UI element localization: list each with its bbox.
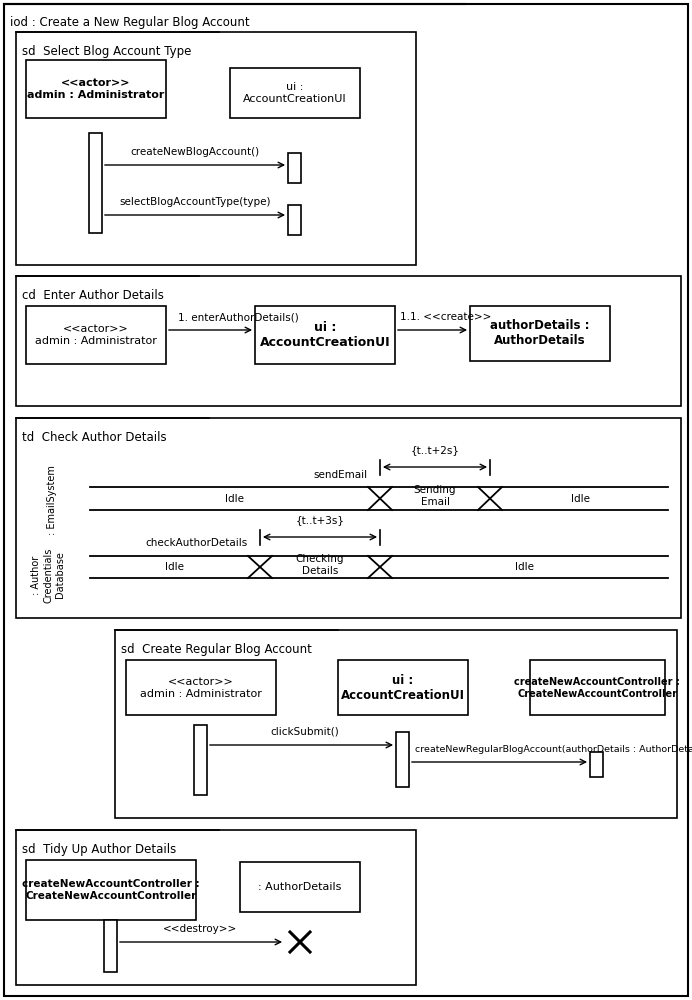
Text: Checking
Details: Checking Details (295, 554, 344, 576)
Bar (26, 860, 196, 920)
Bar (396, 732, 409, 787)
Text: td  Check Author Details: td Check Author Details (22, 431, 167, 444)
Bar (288, 153, 301, 183)
Text: {t..t+2s}: {t..t+2s} (410, 445, 459, 455)
Bar (255, 306, 395, 364)
Text: createNewAccountController :
CreateNewAccountController: createNewAccountController : CreateNewAc… (22, 879, 200, 901)
Text: : Author
Credentials
Database: : Author Credentials Database (31, 547, 64, 603)
Text: createNewAccountController :
CreateNewAccountController: createNewAccountController : CreateNewAc… (514, 677, 680, 699)
Bar (230, 68, 360, 118)
Bar (470, 306, 610, 361)
Text: cd  Enter Author Details: cd Enter Author Details (22, 289, 164, 302)
Text: checkAuthorDetails: checkAuthorDetails (146, 538, 248, 548)
Text: Idle: Idle (516, 562, 534, 572)
Text: Idle: Idle (226, 494, 244, 504)
Text: ui :
AccountCreationUI: ui : AccountCreationUI (243, 82, 347, 104)
Text: 1. enterAuthorDetails(): 1. enterAuthorDetails() (178, 312, 299, 322)
Bar (115, 630, 677, 818)
Text: authorDetails :
AuthorDetails: authorDetails : AuthorDetails (490, 319, 590, 347)
Bar (16, 32, 416, 265)
Text: <<actor>>
admin : Administrator: <<actor>> admin : Administrator (140, 677, 262, 699)
Bar (530, 660, 665, 715)
Text: sd  Tidy Up Author Details: sd Tidy Up Author Details (22, 843, 176, 856)
Text: clickSubmit(): clickSubmit() (270, 727, 339, 737)
Text: createNewBlogAccount(): createNewBlogAccount() (130, 147, 260, 157)
Text: ui :
AccountCreationUI: ui : AccountCreationUI (341, 674, 465, 702)
Text: : AuthorDetails: : AuthorDetails (258, 882, 342, 892)
Text: sd  Create Regular Blog Account: sd Create Regular Blog Account (121, 643, 312, 656)
Bar (26, 60, 166, 118)
Bar (16, 418, 681, 618)
Text: Idle: Idle (570, 494, 590, 504)
Text: Sending
Email: Sending Email (414, 485, 456, 507)
Text: selectBlogAccountType(type): selectBlogAccountType(type) (119, 197, 271, 207)
Bar (16, 276, 681, 406)
Text: sendEmail: sendEmail (314, 470, 368, 480)
Text: <<actor>>
admin : Administrator: <<actor>> admin : Administrator (35, 324, 157, 346)
Text: Idle: Idle (165, 562, 185, 572)
Bar (590, 752, 603, 777)
Bar (338, 660, 468, 715)
Bar (126, 660, 276, 715)
Text: createNewRegularBlogAccount(authorDetails : AuthorDetails): createNewRegularBlogAccount(authorDetail… (415, 745, 692, 754)
Bar (104, 920, 117, 972)
Text: 1.1. <<create>>: 1.1. <<create>> (400, 312, 491, 322)
Text: ui :
AccountCreationUI: ui : AccountCreationUI (260, 321, 390, 349)
Bar (288, 205, 301, 235)
Text: iod : Create a New Regular Blog Account: iod : Create a New Regular Blog Account (10, 16, 250, 29)
Bar (240, 862, 360, 912)
Text: sd  Select Blog Account Type: sd Select Blog Account Type (22, 45, 192, 58)
Bar (16, 830, 416, 985)
Text: {t..t+3s}: {t..t+3s} (295, 515, 345, 525)
Text: <<destroy>>: <<destroy>> (163, 924, 237, 934)
Bar (89, 133, 102, 233)
Bar (26, 306, 166, 364)
Text: : EmailSystem: : EmailSystem (47, 465, 57, 535)
Text: <<actor>>
admin : Administrator: <<actor>> admin : Administrator (27, 78, 165, 100)
Bar (194, 725, 207, 795)
